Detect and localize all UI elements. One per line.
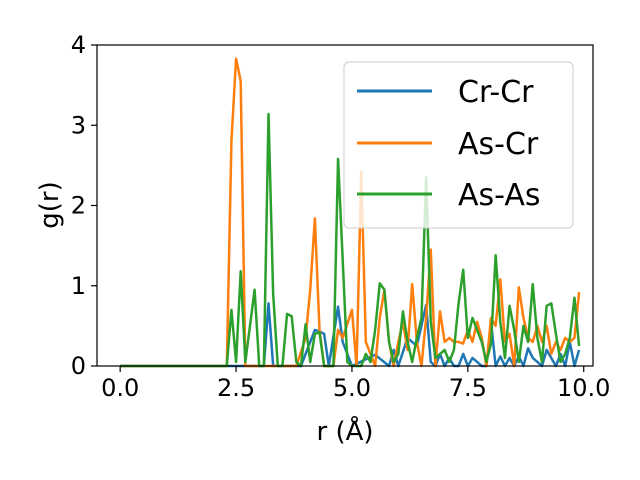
y-tick-label: 2 bbox=[71, 192, 86, 220]
y-axis: 0 1 2 3 4 bbox=[71, 31, 97, 380]
y-tick-label: 3 bbox=[71, 111, 86, 139]
x-tick-label: 5.0 bbox=[333, 374, 371, 402]
y-tick-label: 4 bbox=[71, 31, 86, 59]
series-line-as-cr bbox=[120, 57, 581, 368]
legend: Cr-Cr As-Cr As-As bbox=[343, 61, 574, 229]
x-tick-label: 7.5 bbox=[449, 374, 487, 402]
legend-label-cr-cr: Cr-Cr bbox=[458, 75, 534, 110]
legend-box bbox=[343, 61, 574, 229]
y-tick-label: 0 bbox=[71, 352, 86, 380]
x-tick-label: 0.0 bbox=[101, 374, 139, 402]
y-tick-label: 1 bbox=[71, 272, 86, 300]
legend-label-as-cr: As-Cr bbox=[458, 127, 539, 162]
x-axis-label: r (Å) bbox=[316, 415, 373, 447]
x-axis: 0.0 2.5 5.0 7.5 10.0 bbox=[101, 366, 610, 402]
x-tick-label: 2.5 bbox=[217, 374, 255, 402]
legend-label-as-as: As-As bbox=[458, 178, 540, 213]
x-tick-label: 10.0 bbox=[557, 374, 610, 402]
y-axis-label: g(r) bbox=[35, 181, 65, 228]
